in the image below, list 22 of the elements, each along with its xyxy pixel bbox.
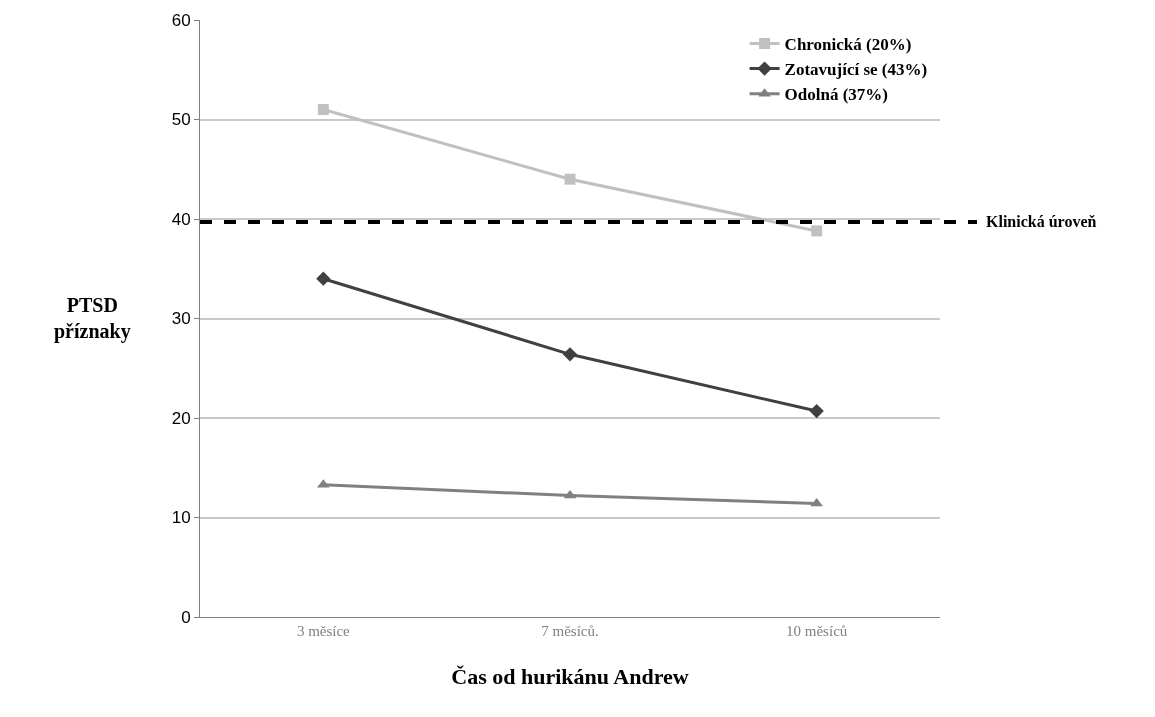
- legend-label: Chronická (20%): [784, 35, 912, 55]
- ref-line-label: Klinická úroveň: [986, 213, 1097, 230]
- y-tick-label: 10: [171, 508, 191, 528]
- y-tick-label: 30: [171, 309, 191, 329]
- point: [316, 271, 331, 286]
- x-tick-label: 7 měsíců.: [541, 623, 599, 639]
- point: [809, 403, 824, 419]
- point: [564, 173, 576, 185]
- y-axis-title: PTSD příznaky: [54, 294, 131, 343]
- x-tick-label: 3 měsíce: [296, 623, 351, 639]
- y-tick-label: 60: [171, 10, 191, 30]
- point: [317, 104, 329, 116]
- point: [562, 347, 578, 362]
- x-axis-title: Čas od hurikánu Andrew: [451, 663, 689, 689]
- legend-label: Odolná (37%): [784, 85, 889, 105]
- point: [811, 225, 823, 237]
- y-tick-label: 20: [171, 408, 191, 428]
- y-tick-label: 40: [171, 209, 191, 229]
- legend-label: Zotavující se (43%): [784, 60, 928, 80]
- x-tick-label: 10 měsíců: [786, 623, 848, 639]
- y-tick-label: 50: [171, 110, 191, 130]
- y-tick-label: 0: [181, 607, 191, 627]
